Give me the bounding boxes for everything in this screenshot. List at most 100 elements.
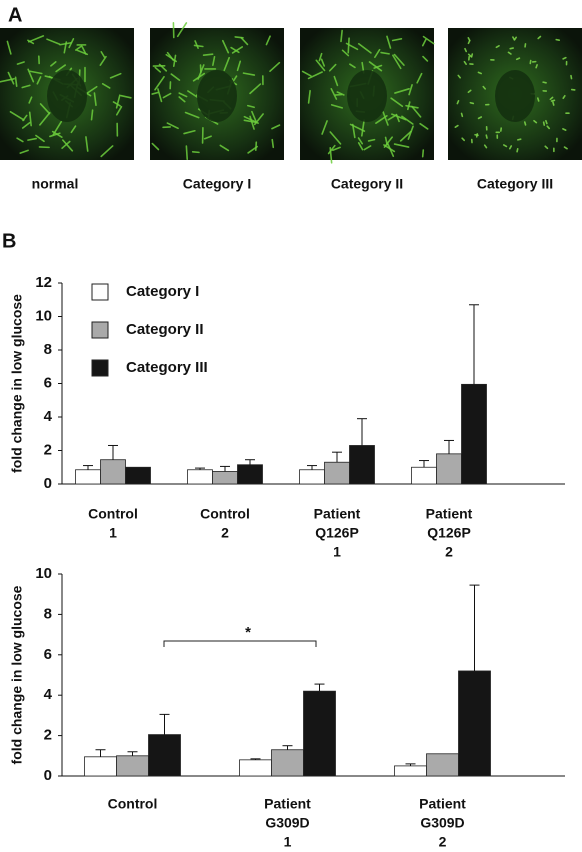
mitochondria (373, 64, 383, 69)
bar (148, 734, 181, 777)
mitochondria (16, 137, 24, 143)
mitochondria (39, 111, 51, 126)
mitochondria (467, 39, 471, 45)
mitochondria (93, 92, 97, 107)
mitochondria (21, 84, 31, 89)
mitochondria (6, 40, 12, 55)
mitochondria (100, 51, 106, 58)
mitochondria (367, 138, 376, 142)
mitochondria (184, 111, 200, 119)
mitochondria (482, 85, 487, 90)
legend-label: Category III (126, 359, 208, 376)
mitochondria (349, 123, 366, 132)
mitochondria (457, 74, 461, 79)
mitochondria (52, 120, 63, 136)
mitochondria (407, 125, 414, 140)
mitochondria (390, 97, 404, 108)
annotation: * (245, 624, 251, 641)
mitochondria (21, 121, 31, 129)
mitochondria (327, 144, 336, 155)
mitochondria (542, 81, 547, 84)
mitochondria (271, 124, 281, 130)
mitochondria (178, 96, 186, 103)
mitochondria (523, 121, 527, 126)
bar (458, 670, 491, 777)
x-tick-label: Q126P (427, 525, 471, 541)
mitochondria (202, 53, 214, 56)
mitochondria (16, 61, 25, 65)
mitochondria (19, 149, 29, 154)
mitochondria (154, 66, 162, 73)
mitochondria (357, 42, 372, 54)
panel-label: B (2, 230, 16, 252)
mitochondria (387, 114, 398, 121)
mitochondria (39, 103, 51, 115)
mitochondria (332, 146, 341, 151)
significance-bracket (163, 640, 317, 647)
mitochondria (193, 44, 204, 48)
mitochondria (165, 53, 177, 63)
mitochondria (536, 97, 540, 102)
mitochondria (550, 99, 556, 102)
mitochondria (27, 39, 35, 45)
mitochondria (35, 134, 45, 143)
mitochondria (349, 63, 356, 69)
mitochondria (333, 75, 339, 87)
x-tick-label: 2 (221, 525, 229, 541)
bar (237, 464, 263, 485)
mitochondria (419, 122, 429, 130)
y-tick-label: 10 (35, 565, 52, 582)
mitochondria (320, 58, 326, 67)
mitochondria (422, 35, 435, 45)
mitochondria (99, 55, 107, 66)
mitochondria (545, 119, 548, 125)
bar (116, 755, 149, 777)
mitochondria (347, 37, 350, 54)
mitochondria (516, 138, 522, 141)
mitochondria (555, 38, 561, 41)
mitochondria (55, 64, 67, 73)
mitochondria (115, 94, 121, 109)
mitochondria (62, 139, 74, 152)
mitochondria (0, 78, 15, 83)
mitochondria (154, 76, 165, 91)
mitochondria (463, 60, 467, 65)
mitochondria (411, 105, 422, 118)
panel-label: A (8, 4, 22, 26)
x-tick-label: Patient (419, 796, 466, 812)
mitochondria (231, 75, 238, 83)
mitochondria (357, 141, 364, 151)
mitochondria (394, 88, 410, 94)
mitochondria (483, 144, 488, 149)
y-tick-label: 4 (44, 686, 53, 703)
mitochondria (307, 89, 311, 104)
x-tick-label: G309D (420, 815, 464, 831)
mitochondria (7, 71, 15, 85)
mitochondria (340, 29, 343, 43)
x-tick-label: Patient (314, 506, 361, 522)
x-tick-label: Q126P (315, 525, 359, 541)
mitochondria (61, 140, 71, 149)
mitochondria (329, 146, 333, 164)
mitochondria (178, 92, 188, 98)
mitochondria (467, 53, 472, 58)
mitochondria (271, 138, 275, 149)
mitochondria (563, 146, 568, 150)
mitochondria (231, 46, 243, 54)
mitochondria (151, 142, 160, 151)
mitochondria (336, 91, 345, 96)
legend-label: Category I (126, 283, 199, 300)
x-tick-label: 1 (284, 834, 292, 850)
y-tick-label: 0 (44, 767, 52, 784)
mitochondria (401, 115, 414, 125)
mitochondria (542, 121, 546, 126)
mitochondria (380, 51, 390, 55)
legend-swatch (91, 321, 109, 339)
y-axis-label: fold change in low glucose (9, 294, 25, 473)
mitochondria (191, 151, 200, 154)
mitochondria (477, 71, 483, 75)
mitochondria (14, 76, 18, 87)
mitochondria (549, 96, 554, 101)
mitochondria (374, 48, 381, 59)
